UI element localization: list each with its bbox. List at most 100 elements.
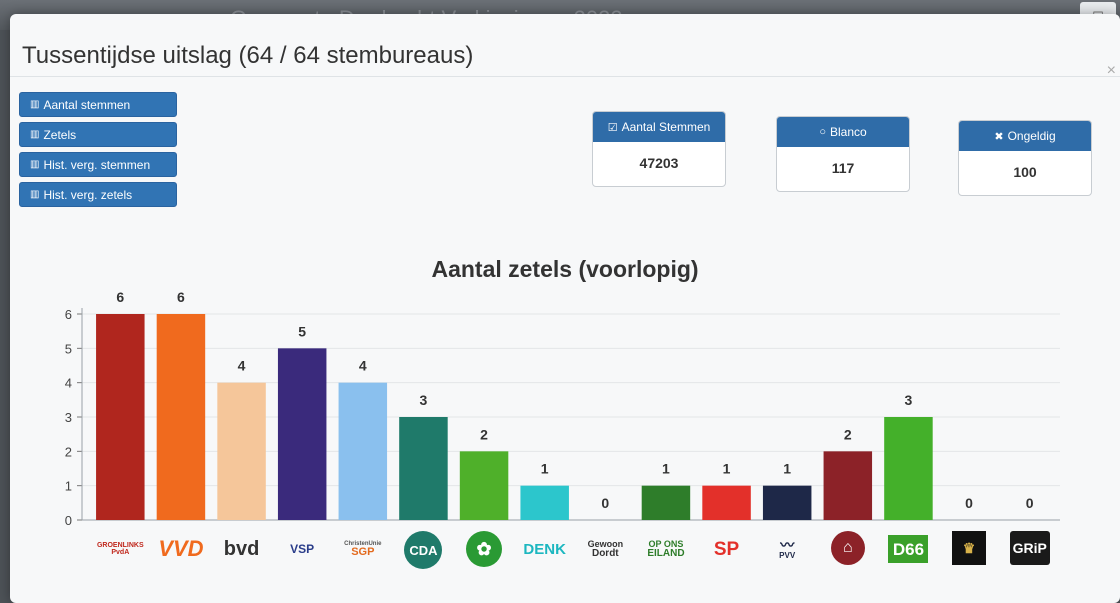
party-logo-sub: Gewoon (587, 538, 624, 549)
party-logo-text: SGP (351, 545, 375, 558)
circle-icon: ○ (819, 126, 826, 138)
aantal-stemmen-label: Aantal stemmen (43, 97, 131, 112)
stat-aantal-stemmen-label: Aantal Stemmen (621, 120, 711, 134)
party-logo-text: GROENLINKS PvdA (96, 542, 144, 556)
data-label: 6 (116, 289, 124, 305)
bar (823, 451, 873, 520)
stat-aantal-stemmen: ☑ Aantal Stemmen 47203 (592, 111, 726, 187)
bar (641, 485, 691, 520)
party-logo-sub: ChristenUnie (344, 540, 382, 547)
party-logo: D66 (888, 535, 929, 563)
bar-chart-icon: ▥ (30, 129, 40, 140)
aantal-stemmen-button[interactable]: ▥ Aantal stemmen (19, 92, 177, 117)
modal-header: Tussentijdse uitslag (64 / 64 stembureau… (10, 14, 1120, 79)
party-logo-text: PVV (779, 551, 796, 560)
bar (399, 417, 448, 520)
party-logo: bvd (218, 531, 266, 567)
party-logo: Gewoon Dordt (581, 531, 629, 567)
seats-bar-chart: 0 1 2 3 4 5 6 6 6 4 5 4 3 2 1 0 1 1 1 2 3 0 0 (65, 289, 1060, 528)
hist-verg-zetels-button[interactable]: ▥ Hist. verg. zetels (19, 182, 177, 207)
chart-title: Aantal zetels (voorlopig) (431, 256, 699, 282)
y-tick-label: 2 (65, 444, 72, 459)
bar-chart-icon: ▥ (30, 99, 40, 110)
party-logo: DENK (521, 531, 569, 567)
stat-ongeldig: ✖ Ongeldig 100 (958, 120, 1092, 196)
party-logo-text: VVD (158, 536, 204, 561)
stat-ongeldig-label: Ongeldig (1007, 129, 1056, 143)
close-icon[interactable]: × (1106, 62, 1116, 79)
leaf-icon: ✿ (476, 539, 492, 559)
stat-blanco-label: Blanco (829, 125, 867, 139)
data-label: 6 (177, 289, 185, 305)
party-logo-text: VSP (290, 542, 315, 556)
bird-icon: 〰 (780, 537, 795, 553)
y-tick-label: 3 (65, 410, 72, 425)
data-label: 4 (359, 358, 367, 374)
hist-verg-stemmen-label: Hist. verg. stemmen (43, 157, 151, 172)
bar (459, 451, 509, 520)
data-label: 0 (965, 495, 973, 511)
hist-verg-zetels-label: Hist. verg. zetels (43, 187, 133, 202)
bar (884, 417, 933, 520)
data-label: 4 (238, 358, 246, 374)
party-logo-text: EILAND (647, 547, 685, 559)
party-logo: ⌂ (830, 531, 865, 565)
party-logo-text: Dordt (591, 547, 619, 559)
building-icon: ⌂ (842, 539, 853, 556)
y-tick-label: 1 (65, 479, 72, 494)
bar-chart-icon: ▥ (30, 159, 40, 170)
y-tick-label: 6 (65, 307, 72, 322)
party-logo: VSP (278, 531, 326, 567)
stat-blanco-header: ○ Blanco (777, 117, 909, 147)
party-logo: ChristenUnie SGP (339, 531, 387, 567)
party-logo-text: SP (713, 538, 740, 560)
bar-chart-icon: ▥ (30, 189, 40, 200)
party-logo-text: CDA (409, 542, 438, 558)
bar (156, 314, 206, 520)
bar (762, 485, 812, 520)
bar (277, 348, 327, 520)
data-label: 2 (480, 426, 488, 442)
check-square-icon: ☑ (607, 121, 618, 134)
bar (338, 382, 388, 520)
party-logo: VVD (157, 531, 205, 567)
y-tick-label: 4 (65, 376, 72, 391)
bar (217, 382, 266, 520)
stat-ongeldig-value: 100 (1013, 164, 1037, 180)
party-logo-text: DENK (523, 540, 566, 558)
stat-aantal-stemmen-header: ☑ Aantal Stemmen (593, 112, 725, 142)
y-tick-label: 0 (65, 513, 72, 528)
modal-title: Tussentijdse uitslag (64 / 64 stembureau… (22, 42, 474, 69)
crest-icon: ♛ (962, 540, 976, 556)
party-logo-text: D66 (892, 539, 925, 559)
bar (520, 485, 569, 520)
party-logo: GROENLINKS PvdA (96, 531, 144, 567)
data-label: 0 (601, 495, 609, 511)
data-label: 0 (1026, 495, 1034, 511)
party-logo: ✿ (466, 531, 503, 567)
bar (702, 485, 751, 520)
data-label: 3 (905, 392, 913, 408)
results-modal: Tussentijdse uitslag (64 / 64 stembureau… (10, 14, 1120, 603)
party-logo: CDA (404, 531, 443, 569)
data-label: 1 (541, 461, 549, 477)
party-logo: SP (703, 531, 751, 567)
party-logo: OP ONS EILAND (642, 531, 690, 567)
zetels-label: Zetels (43, 127, 77, 142)
hist-verg-stemmen-button[interactable]: ▥ Hist. verg. stemmen (19, 152, 177, 177)
data-label: 3 (420, 392, 428, 408)
stat-ongeldig-header: ✖ Ongeldig (959, 121, 1091, 151)
party-logo-sub: OP ONS (648, 538, 684, 549)
stat-blanco: ○ Blanco 117 (776, 116, 910, 192)
data-label: 5 (298, 323, 306, 339)
x-icon: ✖ (994, 130, 1004, 143)
data-label: 2 (844, 426, 852, 442)
data-label: 1 (662, 461, 670, 477)
party-logo-text: bvd (223, 538, 260, 560)
stat-aantal-stemmen-value: 47203 (639, 155, 679, 171)
zetels-button[interactable]: ▥ Zetels (19, 122, 177, 147)
party-logo-text: GRiP (1012, 540, 1047, 556)
party-logo: 〰 PVV (763, 531, 811, 567)
data-label: 1 (723, 461, 731, 477)
data-label: 1 (783, 461, 791, 477)
